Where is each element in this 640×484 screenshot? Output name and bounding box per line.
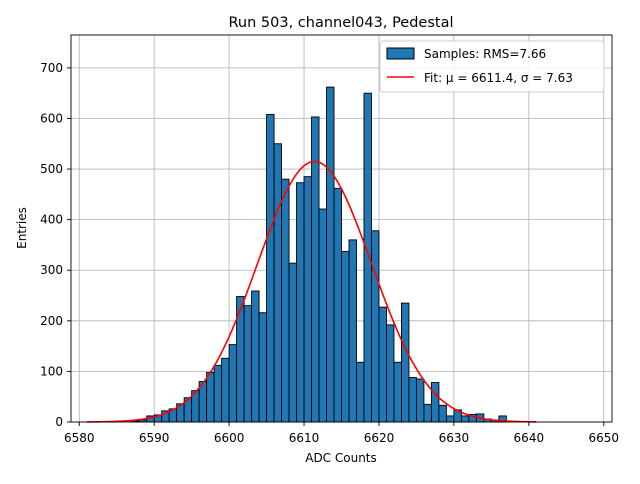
histogram-bar [438,404,447,423]
histogram-bar [326,86,335,423]
histogram-bar [318,208,327,423]
y-tick-label: 200 [40,314,63,328]
histogram-bar [303,176,312,423]
histogram-bar [445,415,455,423]
x-tick-label: 6590 [139,431,170,445]
x-tick-label: 6610 [289,431,320,445]
histogram-bar [213,364,223,423]
legend: Samples: RMS=7.66 Fit: μ = 6611.4, σ = 7… [379,40,605,93]
legend-histogram-swatch [386,47,415,60]
y-tick-label: 700 [40,61,63,75]
histogram-bar [356,361,365,423]
histogram-bar [251,290,260,423]
fit-curve [86,160,537,423]
histogram-bar [281,178,290,423]
x-tick-label: 6600 [214,431,245,445]
histogram-bars [131,86,507,423]
x-tick-label: 6650 [588,431,619,445]
x-tick-label: 6620 [364,431,395,445]
histogram-bar [341,251,350,423]
y-tick-label: 0 [55,415,63,429]
y-tick-label: 400 [40,213,63,227]
histogram-bar [243,305,253,423]
x-axis-label: ADC Counts [305,451,377,465]
fit-curve-group [86,160,537,423]
histogram-bar [393,361,402,423]
histogram-bar [348,239,357,423]
histogram-bar [386,324,395,423]
chart-title: Run 503, channel043, Pedestal [228,15,453,31]
x-tick-label: 6580 [64,431,95,445]
histogram-bar [288,262,297,423]
histogram-bar [460,415,470,423]
y-tick-label: 500 [40,162,63,176]
histogram-bar [378,306,387,423]
histogram-bar [408,377,417,423]
histogram-bar [400,302,410,423]
histogram-bar [423,403,432,423]
histogram-bar [371,230,380,423]
histogram-bar [258,312,268,423]
histogram-bar [206,371,215,423]
legend-fit-label: Fit: μ = 6611.4, σ = 7.63 [424,71,573,85]
histogram-bar [228,344,238,423]
legend-histogram-label: Samples: RMS=7.66 [424,47,546,61]
histogram-bar [363,92,372,423]
y-axis-label: Entries [15,207,29,249]
histogram-bar [266,113,275,423]
histogram-bar [415,378,425,423]
y-tick-label: 600 [40,111,63,125]
axes: 6580 6590 6600 6610 6620 6630 6640 6650 0 100 200 3… [40,34,619,445]
y-tick-label: 300 [40,263,63,277]
histogram-bar [221,357,230,423]
histogram-bar [333,187,342,423]
x-tick-label: 6640 [514,431,545,445]
histogram-bar [296,182,305,423]
legend-box [379,40,605,93]
histogram-bar [273,143,283,423]
y-tick-label: 100 [40,364,63,378]
x-tick-label: 6630 [439,431,470,445]
histogram-bar [430,382,440,423]
plot-frame [70,34,613,423]
